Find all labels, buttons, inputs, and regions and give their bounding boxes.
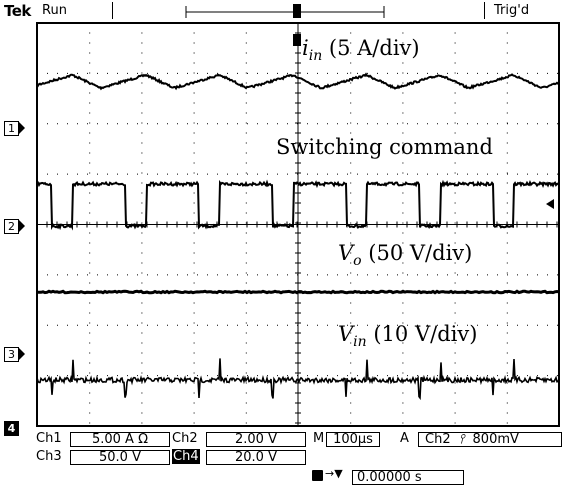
vo-trace [36,289,560,295]
trigger-status: Trig'd [494,3,530,18]
trigger-source: Ch2 [425,432,451,447]
ch3-scale[interactable]: 50.0 V [70,450,170,465]
trigger-position-icon [312,470,323,481]
ch2-scale[interactable]: 2.00 V [206,432,306,447]
switching-label: Switching command [276,135,493,159]
ch1-label: Ch1 [36,431,62,446]
divider [112,2,113,19]
ch1-marker[interactable]: 1 [4,121,19,136]
acquisition-state: Run [42,3,67,18]
vin-label: Vin (10 V/div) [338,322,478,350]
ch2-arrow-icon [19,220,25,232]
trigger-mode: A [400,431,409,446]
status-bar: Tek Run Trig'd [0,0,576,22]
timebase-value[interactable]: 100µs [326,432,380,447]
iin-trace [36,72,560,91]
ch1-arrow-icon [19,122,25,134]
ch2-label: Ch2 [172,431,198,446]
trigger-level: 800mV [472,432,519,447]
ch2-marker[interactable]: 2 [4,219,19,234]
trigger-settings[interactable]: Ch2 ⫯ 800mV [418,432,562,447]
switching-trace [36,179,560,231]
graticule-dots [47,32,558,424]
horizontal-position-bracket [185,6,385,18]
trigger-position-value[interactable]: 0.00000 s [352,470,464,485]
ch1-scale[interactable]: 5.00 A Ω [70,432,170,447]
trigger-level-icon [546,199,554,209]
ch3-label: Ch3 [36,449,62,464]
ch4-label: Ch4 [172,449,200,464]
arrow-right-icon: →▼ [325,467,343,480]
trigger-marker-icon [293,34,301,46]
brand-logo: Tek [4,2,31,20]
ch4-marker[interactable]: 4 [4,421,19,436]
vin-trace [36,358,560,401]
ch3-arrow-icon [19,348,25,360]
vo-label: Vo (50 V/div) [338,241,473,269]
ch4-scale[interactable]: 20.0 V [206,450,306,465]
trigger-t-icon [293,4,301,18]
trigger-slope-icon: ⫯ [458,432,465,447]
divider [484,2,485,19]
ch3-marker[interactable]: 3 [4,347,19,362]
timebase-label: M [313,431,325,446]
iin-label: iin (5 A/div) [302,36,420,64]
